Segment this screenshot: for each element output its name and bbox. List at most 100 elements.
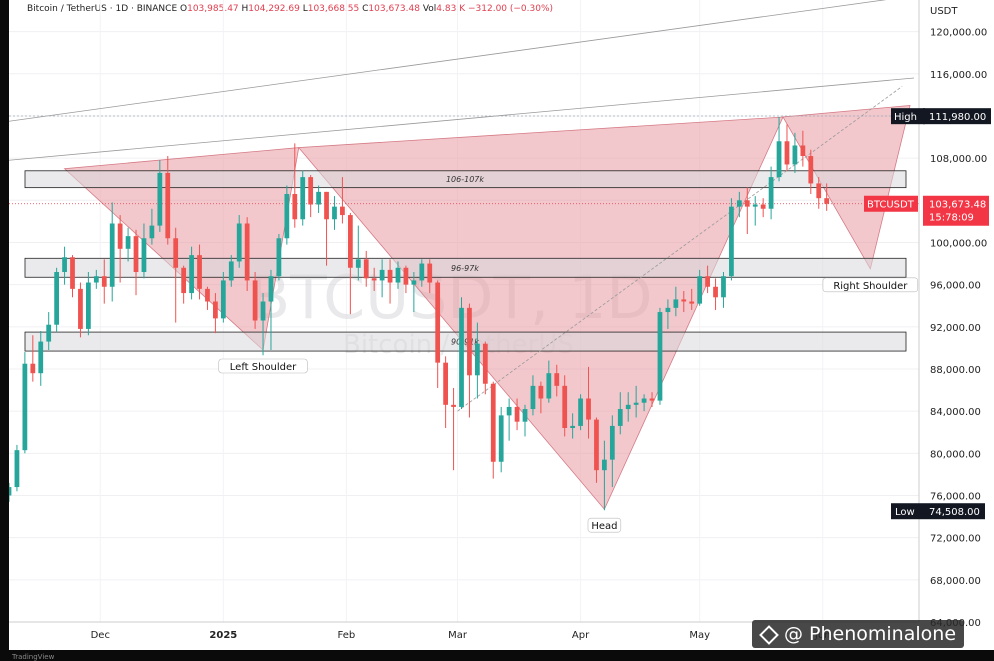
time-tick-label: Feb <box>338 630 356 641</box>
candle-body <box>506 406 512 416</box>
price-tick-label: 120,000.00 <box>930 28 987 39</box>
last-price-tag: 103,673.48 <box>929 200 986 211</box>
price-tick-label: 116,000.00 <box>930 70 987 81</box>
price-axis[interactable]: 120,000.00116,000.00112,000.00108,000.00… <box>930 6 987 629</box>
price-chart[interactable]: BTCUSDT, 1D Bitcoin / TetherUS 106-107k9… <box>9 0 994 650</box>
candle-body <box>379 269 385 281</box>
candle-body <box>713 286 718 298</box>
candle-body <box>228 261 234 281</box>
candle-body <box>117 223 123 249</box>
trendline <box>9 0 887 122</box>
symbol-title: Bitcoin / TetherUS · 1D · BINANCE <box>27 4 178 14</box>
candle-body <box>181 267 187 294</box>
ohlc-close: 103,673.48 <box>368 4 420 14</box>
candle-body <box>411 280 417 285</box>
zone-label: 90-91k <box>451 338 479 347</box>
candle-body <box>46 324 52 342</box>
candle-body <box>197 255 202 289</box>
candle-body <box>467 307 472 376</box>
candle-body <box>395 267 401 283</box>
ohlc-open-label: O <box>180 4 188 14</box>
candle-body <box>641 398 647 403</box>
ohlc-open: 103,985.47 <box>187 4 239 14</box>
candle-body <box>776 141 782 178</box>
candle-body <box>78 288 83 329</box>
price-tick-label: 88,000.00 <box>930 365 981 376</box>
candle-body <box>308 177 314 205</box>
candle-body <box>54 271 60 325</box>
low-tag-value: 74,508.00 <box>929 507 980 518</box>
grid <box>9 0 919 623</box>
low-tag-label-bg <box>891 503 923 520</box>
currency-label: USDT <box>930 6 958 17</box>
candles <box>9 117 830 511</box>
diamond-icon <box>759 625 779 645</box>
price-tick-label: 108,000.00 <box>930 154 987 165</box>
candle-body <box>70 257 75 289</box>
time-axis[interactable]: Dec2025FebMarAprMayJun <box>91 630 831 641</box>
candle-body <box>252 280 258 321</box>
candle-body <box>141 238 147 272</box>
candle-body <box>649 398 655 401</box>
high-tag-label: High <box>894 112 917 123</box>
candle-body <box>157 172 163 226</box>
candle-body <box>562 385 568 429</box>
price-tick-label: 84,000.00 <box>930 407 981 418</box>
candle-body <box>697 276 703 304</box>
candle-body <box>324 191 329 220</box>
time-tick-label: 2025 <box>209 630 237 641</box>
candle-body <box>760 204 766 209</box>
volume-value: 4.83 K <box>436 4 466 14</box>
candle-body <box>109 223 115 287</box>
candle-body <box>173 238 179 268</box>
price-tick-label: 96,000.00 <box>930 281 981 292</box>
trendline <box>9 77 915 161</box>
candle-body <box>435 282 441 363</box>
support-zones[interactable]: 106-107k 96-97k 90-91k <box>24 170 907 352</box>
candle-body <box>292 193 298 220</box>
candle-body <box>482 343 488 384</box>
time-tick-label: May <box>689 630 710 641</box>
candle-body <box>744 200 750 207</box>
candle-body <box>355 259 361 268</box>
candle-body <box>625 404 631 410</box>
last-symbol-tag-bg <box>864 195 918 212</box>
zone-box <box>24 331 907 352</box>
candle-body <box>30 363 36 374</box>
candle-body <box>300 177 306 220</box>
candle-body <box>284 193 290 239</box>
candle-body <box>86 282 91 329</box>
candle-body <box>189 255 194 294</box>
candle-body <box>609 425 615 460</box>
candle-body <box>665 307 671 313</box>
candle-body <box>149 225 155 239</box>
candle-body <box>681 299 687 302</box>
candle-body <box>824 198 830 204</box>
ohlc-close-label: C <box>362 4 369 14</box>
candle-body <box>594 419 599 471</box>
candle-body <box>474 343 480 376</box>
candle-body <box>125 236 131 249</box>
high-tag-value: 111,980.00 <box>929 112 986 123</box>
last-price-tag-bg <box>923 195 989 226</box>
candle-body <box>260 301 266 321</box>
high-tag-label-bg <box>891 108 925 125</box>
candle-body <box>276 238 282 277</box>
candle-body <box>768 177 774 209</box>
candle-body <box>419 263 425 281</box>
candle-body <box>602 459 607 471</box>
candle-body <box>443 362 449 405</box>
head-and-shoulders-pattern[interactable] <box>63 104 911 510</box>
candle-body <box>546 373 552 399</box>
candle-body <box>387 269 393 283</box>
zone-box <box>24 170 907 189</box>
annotation-box <box>587 517 622 533</box>
trendlines[interactable] <box>9 0 919 412</box>
candle-body <box>38 341 44 374</box>
candle-body <box>784 141 790 165</box>
annotation-label: Left Shoulder <box>230 362 297 373</box>
candle-body <box>657 312 663 401</box>
symbol-header: Bitcoin / TetherUS · 1D · BINANCE O103,9… <box>27 4 553 14</box>
chart-panel[interactable]: Bitcoin / TetherUS · 1D · BINANCE O103,9… <box>9 0 994 650</box>
author-credit: @ Phenominalone <box>752 620 965 648</box>
